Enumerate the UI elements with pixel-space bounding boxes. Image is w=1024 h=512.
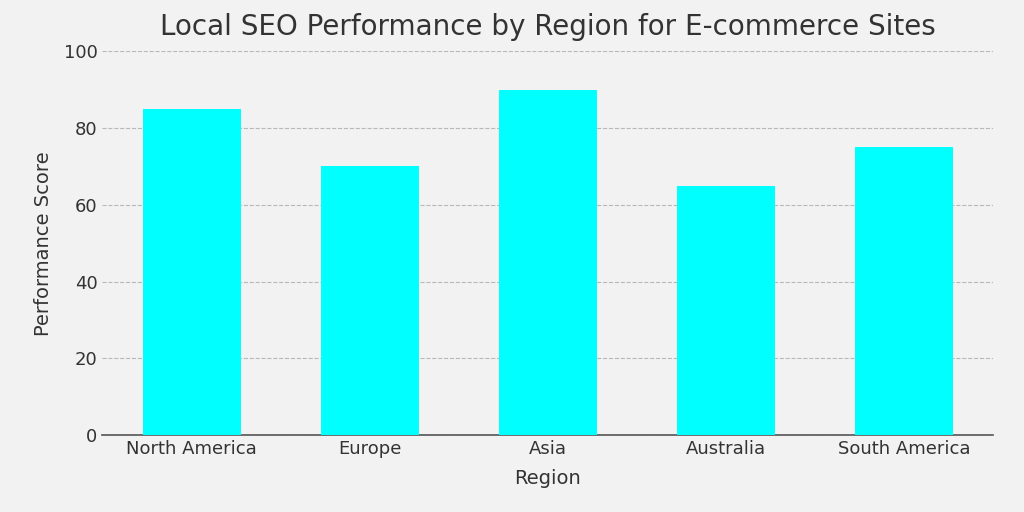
Bar xyxy=(677,186,775,435)
Title: Local SEO Performance by Region for E-commerce Sites: Local SEO Performance by Region for E-co… xyxy=(160,12,936,40)
Y-axis label: Performance Score: Performance Score xyxy=(34,151,52,335)
Bar xyxy=(143,109,241,435)
Bar xyxy=(321,166,419,435)
Bar xyxy=(499,90,597,435)
X-axis label: Region: Region xyxy=(514,469,582,488)
Bar xyxy=(855,147,952,435)
